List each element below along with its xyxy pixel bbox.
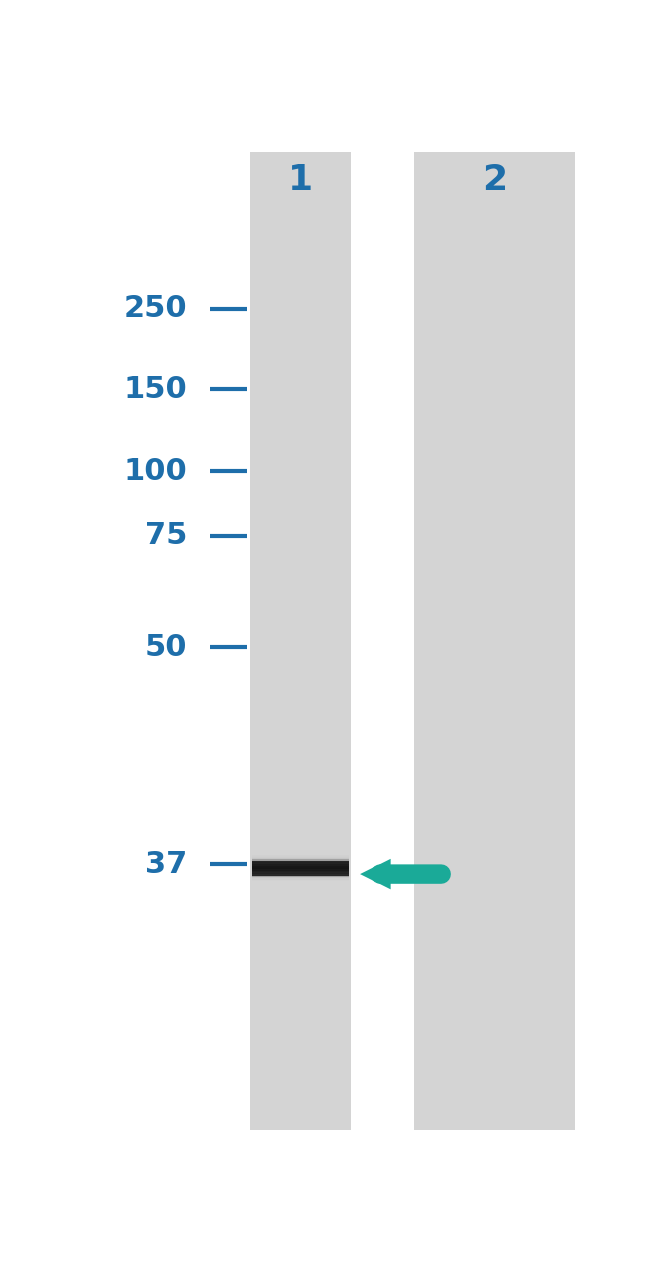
Text: 1: 1 bbox=[288, 163, 313, 197]
Bar bbox=[252, 876, 349, 883]
Bar bbox=[414, 152, 575, 1130]
Text: 50: 50 bbox=[144, 632, 187, 662]
Text: 250: 250 bbox=[124, 295, 187, 324]
Text: 100: 100 bbox=[124, 457, 187, 485]
Bar bbox=[252, 852, 349, 856]
Text: 2: 2 bbox=[482, 163, 507, 197]
Bar bbox=[252, 855, 349, 861]
Bar bbox=[252, 881, 349, 885]
Bar bbox=[252, 860, 349, 878]
Bar bbox=[250, 152, 351, 1130]
Text: 150: 150 bbox=[124, 375, 187, 404]
Text: 37: 37 bbox=[145, 850, 187, 879]
Text: 75: 75 bbox=[145, 521, 187, 550]
